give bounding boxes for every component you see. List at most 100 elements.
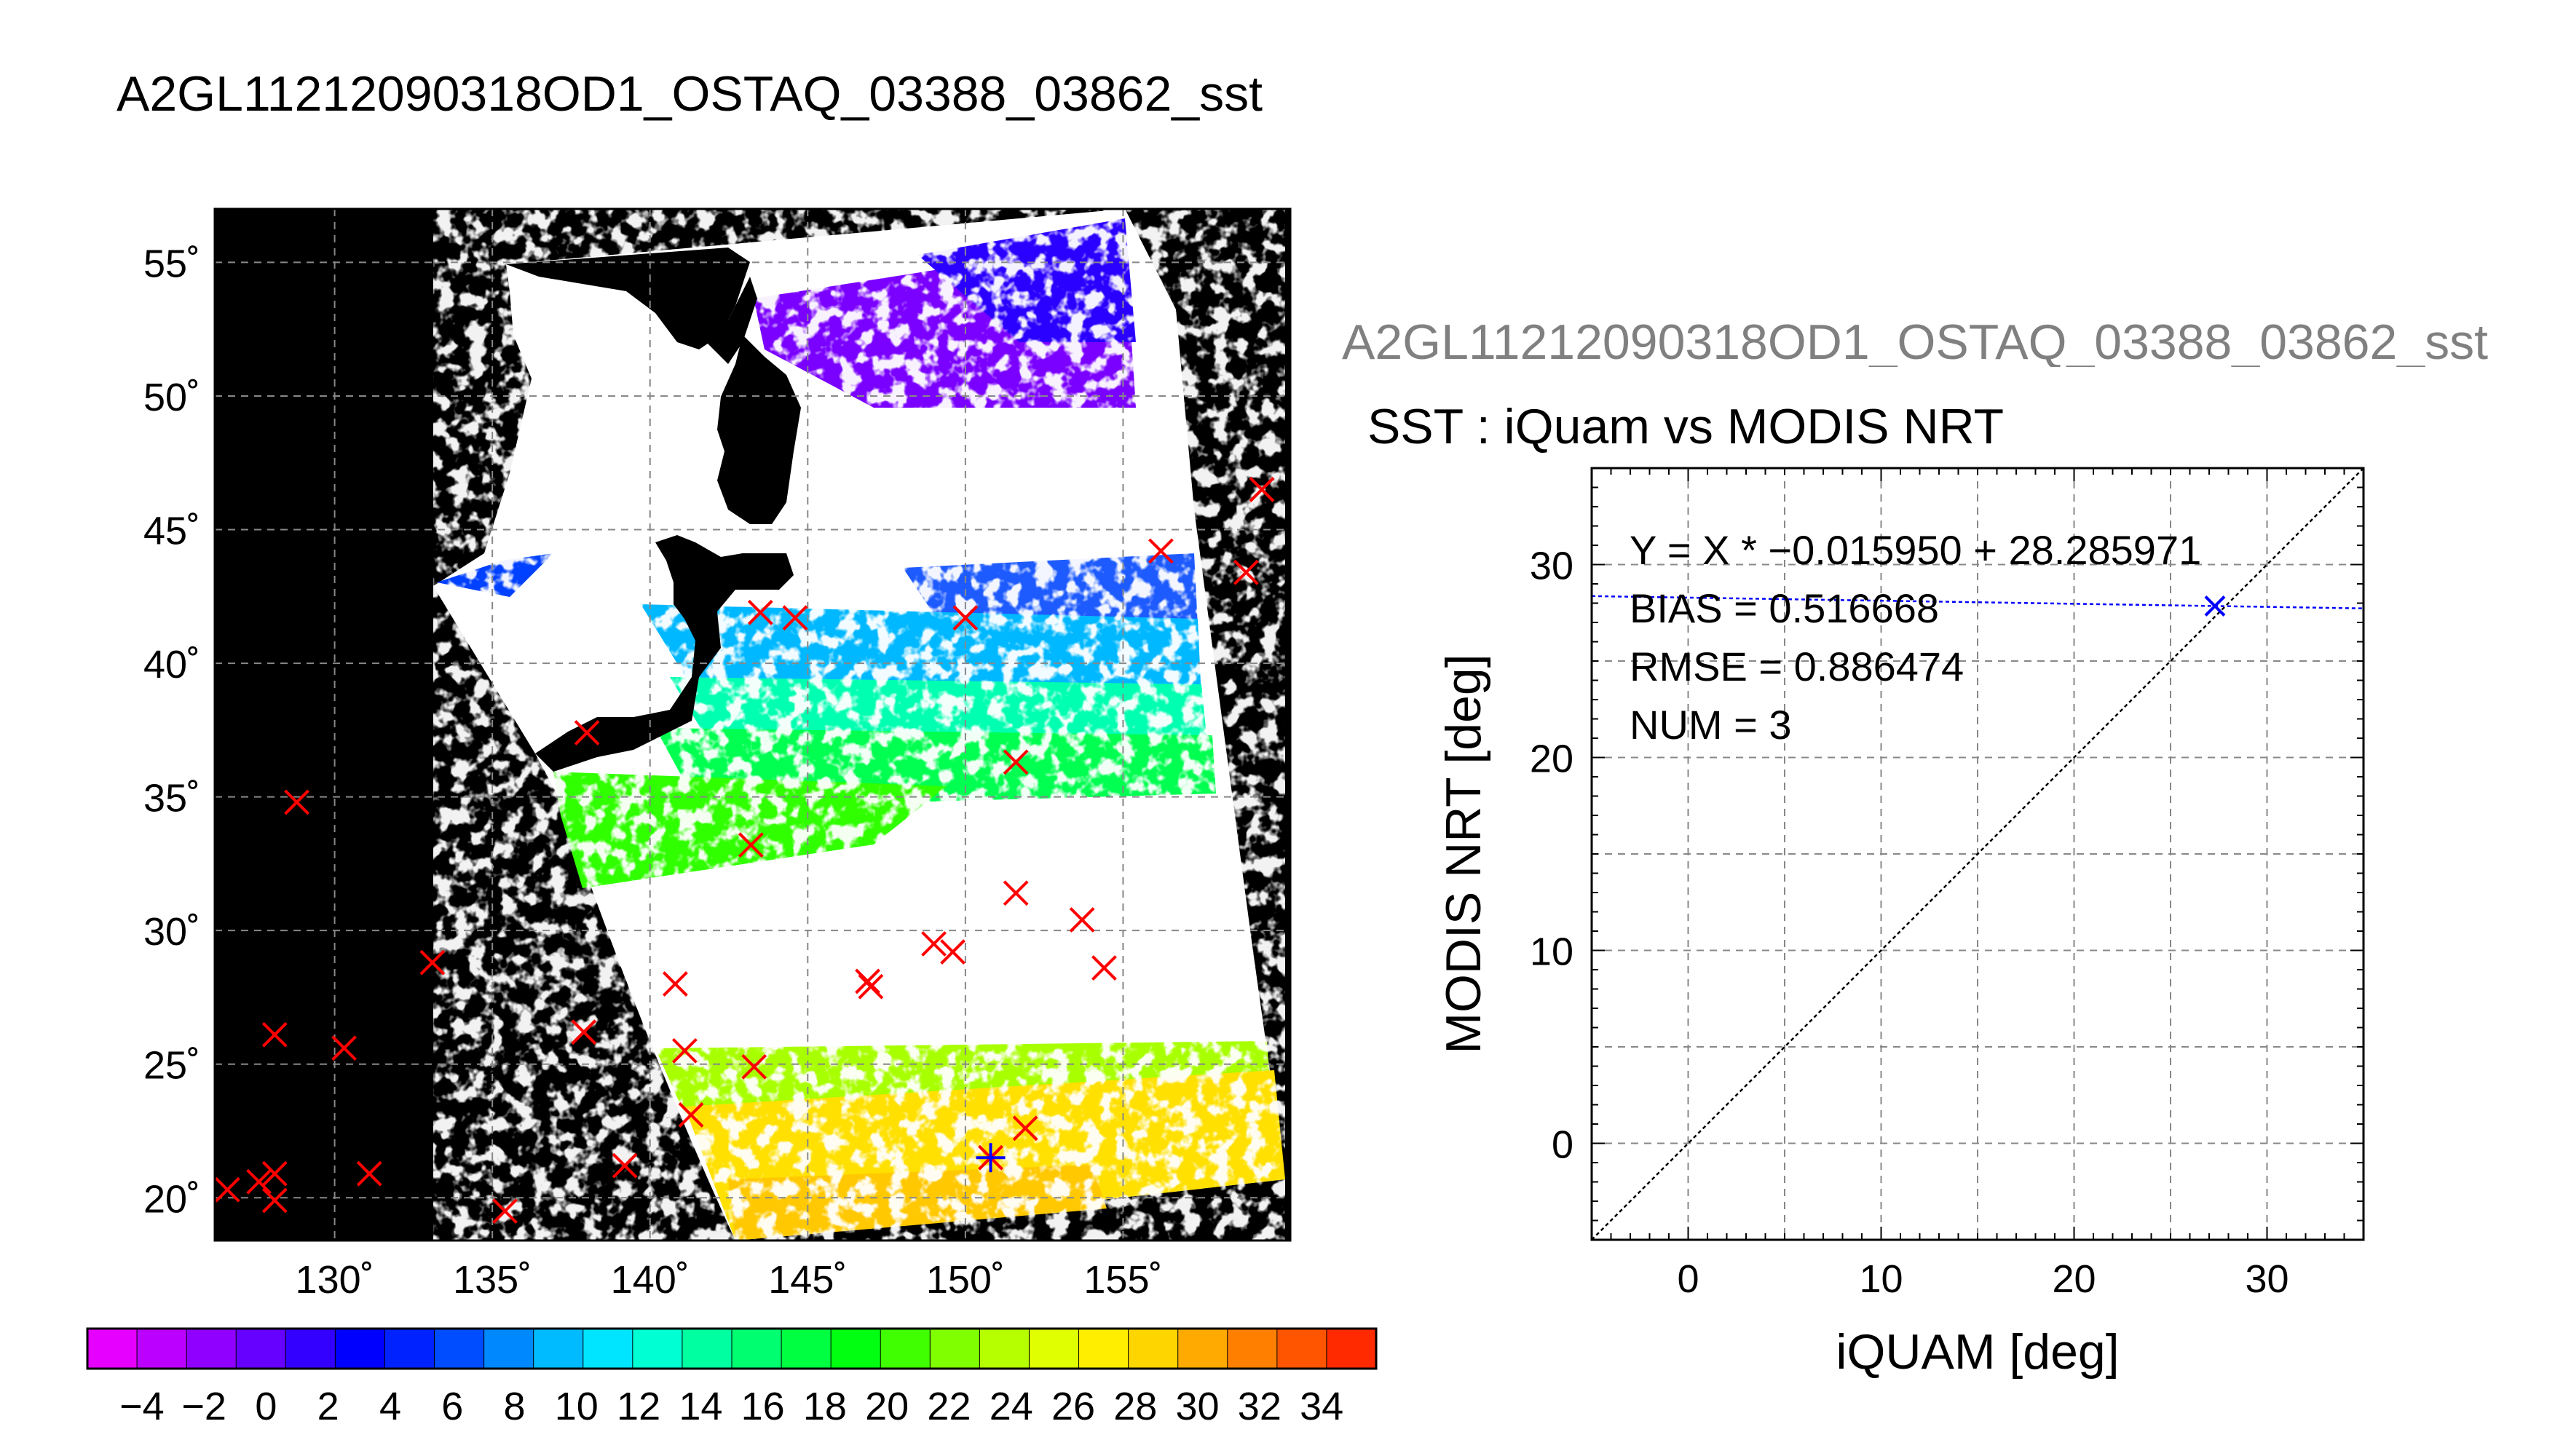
scatter-stats: Y = X * −0.015950 + 28.285971 BIAS = 0.51… (1630, 527, 2201, 748)
buoy-marker (747, 599, 773, 625)
y-tick-label: 10 (1530, 930, 1573, 974)
match-marker (976, 1143, 1006, 1173)
buoy-marker (574, 720, 600, 745)
land-sakhalin (706, 277, 757, 364)
colorbar-swatch (533, 1328, 584, 1369)
stat-line: BIAS = 0.516668 (1630, 585, 1939, 631)
stat-line: NUM = 3 (1630, 702, 1792, 748)
buoy-marker (612, 1152, 638, 1179)
buoy-marker (1012, 1115, 1038, 1142)
scatter-points (2204, 596, 2226, 617)
buoy-marker (940, 939, 965, 965)
lon-tick-label: 150˚ (926, 1258, 1005, 1302)
colorbar-tick-label: 8 (504, 1385, 526, 1428)
colorbar-tick-label: 18 (803, 1385, 847, 1428)
colorbar-tick-label: 30 (1176, 1385, 1220, 1428)
colorbar-tick-label: −4 (119, 1385, 165, 1428)
buoy-marker (662, 971, 688, 997)
colorbar-swatch (1128, 1328, 1179, 1369)
stat-line: RMSE = 0.886474 (1630, 644, 1964, 689)
colorbar-swatch (781, 1328, 832, 1369)
x-tick-label: 20 (2052, 1257, 2096, 1301)
buoy-marker (571, 1019, 597, 1045)
scatter-ticks: 0 10 20 30 0 10 20 30 (1530, 467, 2364, 1301)
lat-tick-label: 20˚ (143, 1177, 200, 1221)
colorbar-swatch (583, 1328, 633, 1369)
buoy-marker (214, 1176, 240, 1203)
colorbar-swatch (285, 1328, 336, 1369)
colorbar-swatch (731, 1328, 783, 1369)
land-mainland (506, 248, 750, 349)
scatter-title: SST : iQuam vs MODIS NRT (1367, 399, 2005, 454)
buoy-marker (1148, 538, 1174, 564)
colorbar-tick-label: 0 (255, 1385, 277, 1428)
lat-tick-label: 35˚ (143, 777, 200, 820)
lat-tick-label: 50˚ (143, 376, 200, 419)
colorbar-tick-label: 24 (990, 1385, 1033, 1428)
colorbar: −4 −2 0 2 4 6 8 10 12 14 16 18 20 22 24 26 28 30 32 34 (86, 1327, 1378, 1428)
y-tick-label: 30 (1530, 545, 1573, 588)
land-hokkaido (717, 335, 801, 524)
buoy-marker (1069, 907, 1095, 933)
lat-tick-label: 30˚ (143, 910, 200, 954)
colorbar-tick-label: 6 (441, 1385, 463, 1428)
scatter-point (2204, 596, 2226, 617)
buoy-markers (214, 477, 1275, 1224)
buoy-marker (741, 1053, 767, 1080)
colorbar-swatch (979, 1328, 1030, 1369)
colorbar-swatch (1276, 1328, 1327, 1369)
buoy-marker (1233, 559, 1259, 585)
colorbar-tick-label: 20 (865, 1385, 909, 1428)
buoy-marker (1003, 749, 1029, 775)
y-axis-label: MODIS NRT [deg] (1436, 654, 1491, 1053)
colorbar-swatch (1028, 1328, 1080, 1369)
buoy-marker (246, 1168, 272, 1195)
buoy-marker (492, 1198, 518, 1224)
y-tick-label: 20 (1530, 737, 1573, 781)
buoy-marker (1003, 880, 1029, 906)
y-tick-label: 0 (1552, 1123, 1573, 1167)
colorbar-tick-label: 34 (1300, 1385, 1343, 1428)
buoy-marker (419, 949, 446, 976)
colorbar-swatch (136, 1328, 188, 1369)
buoy-marker (1249, 477, 1275, 502)
colorbar-tick-label: 4 (379, 1385, 401, 1428)
buoy-marker (1091, 955, 1117, 981)
colorbar-swatch (186, 1328, 237, 1369)
fit-line (1592, 595, 2364, 609)
colorbar-tick-label: 10 (555, 1385, 599, 1428)
buoy-marker (952, 605, 979, 631)
land-honshu (535, 535, 794, 772)
colorbar-tick-label: 14 (679, 1385, 722, 1428)
buoy-marker (678, 1102, 704, 1128)
buoy-marker (671, 1037, 698, 1064)
map-grid (215, 209, 1290, 1241)
buoy-marker (858, 973, 884, 1000)
colorbar-swatch (235, 1328, 287, 1369)
colorbar-swatch (334, 1328, 386, 1369)
sst-map: 20˚ 25˚ 30˚ 35˚ 40˚ 45˚ 50˚ 55˚ 130˚ 135˚ 140˚ 145… (143, 207, 1292, 1302)
lon-tick-label: 135˚ (453, 1258, 532, 1302)
lon-tick-labels: 130˚ 135˚ 140˚ 145˚ 150˚ 155˚ (296, 1258, 1163, 1302)
colorbar-tick-label: 32 (1238, 1385, 1282, 1428)
colorbar-frame (86, 1327, 1378, 1370)
colorbar-swatch (929, 1328, 981, 1369)
colorbar-tick-label: 12 (617, 1385, 660, 1428)
buoy-marker (738, 832, 764, 858)
colorbar-swatch (1326, 1328, 1378, 1369)
x-tick-label: 0 (1677, 1257, 1699, 1301)
lat-tick-label: 40˚ (143, 643, 200, 687)
cloud-mask (433, 209, 1285, 1241)
colorbar-swatch (830, 1328, 882, 1369)
buoy-marker (921, 931, 947, 957)
lon-tick-label: 155˚ (1083, 1258, 1162, 1302)
stat-line: Y = X * −0.015950 + 28.285971 (1630, 527, 2201, 573)
colorbar-swatch (1227, 1328, 1278, 1369)
colorbar-swatch (682, 1328, 733, 1369)
colorbar-tick-label: 22 (927, 1385, 971, 1428)
colorbar-swatch (483, 1328, 534, 1369)
colorbar-swatch (632, 1328, 683, 1369)
colorbar-tick-label: 16 (741, 1385, 785, 1428)
colorbar-swatch (434, 1328, 485, 1369)
buoy-marker (284, 789, 310, 815)
